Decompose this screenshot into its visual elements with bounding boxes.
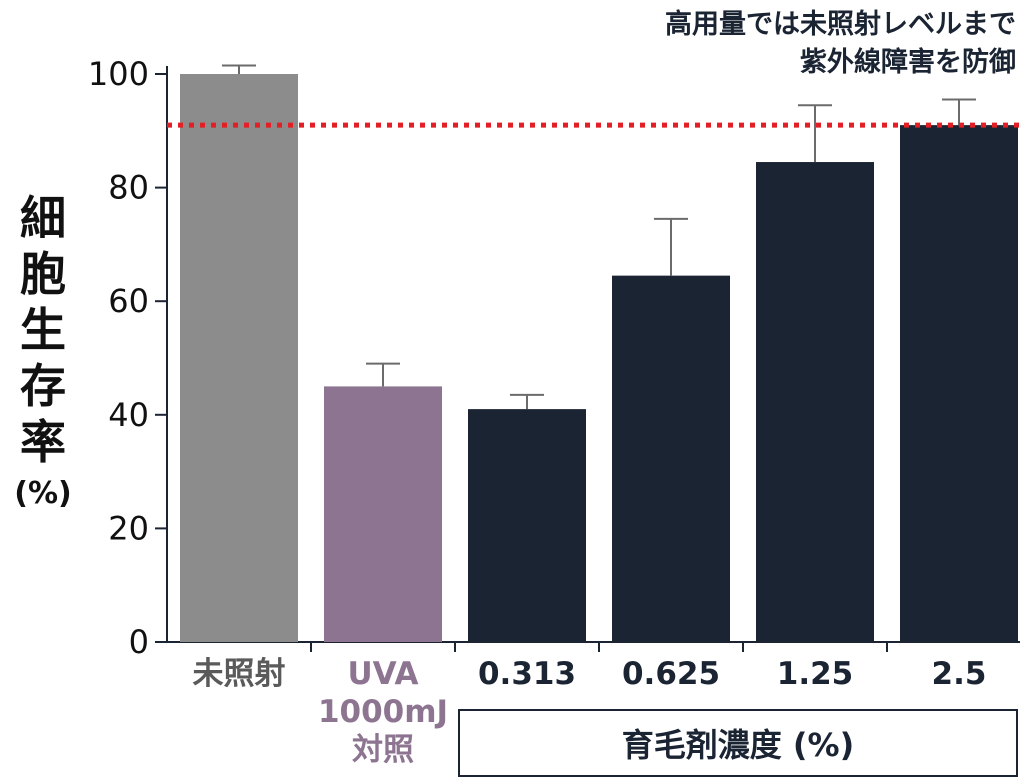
y-axis-label-char: 細 bbox=[20, 191, 66, 245]
annotation-line: 高用量では未照射レベルまで bbox=[665, 9, 1016, 40]
x-tick-label: UVA bbox=[347, 656, 418, 692]
bar bbox=[324, 386, 442, 642]
x-tick-label: 0.313 bbox=[478, 656, 576, 692]
y-axis-label-char: 存 bbox=[20, 359, 66, 413]
y-axis-label-char: 率 bbox=[20, 415, 66, 469]
y-tick-label: 60 bbox=[108, 282, 149, 320]
y-axis-unit: (%) bbox=[14, 476, 72, 511]
x-group-label-box: 育毛剤濃度 (%) bbox=[458, 709, 1018, 777]
x-tick-label: 未照射 bbox=[193, 656, 286, 692]
y-axis-label-char: 生 bbox=[20, 303, 66, 357]
y-tick-label: 40 bbox=[108, 396, 149, 434]
bar bbox=[612, 275, 730, 642]
x-tick-label: 0.625 bbox=[622, 656, 720, 692]
y-tick-label: 0 bbox=[129, 623, 149, 661]
x-tick-label: 対照 bbox=[352, 732, 414, 768]
bar bbox=[756, 162, 874, 643]
bar bbox=[180, 74, 298, 642]
x-group-label: 育毛剤濃度 (%) bbox=[621, 726, 855, 764]
y-tick-label: 20 bbox=[108, 509, 149, 547]
x-tick-label: 2.5 bbox=[932, 656, 987, 692]
annotation-line: 紫外線障害を防御 bbox=[800, 47, 1016, 78]
x-tick-label: 1.25 bbox=[777, 656, 854, 692]
y-axis-label: 細 胞 生 存 率 (%) bbox=[8, 190, 78, 511]
y-tick-label: 80 bbox=[108, 169, 149, 207]
y-tick-label: 100 bbox=[88, 55, 149, 93]
y-axis-label-char: 胞 bbox=[20, 247, 66, 301]
chart-annotation: 高用量では未照射レベルまで 紫外線障害を防御 bbox=[665, 6, 1016, 82]
x-tick-label: 1000mJ bbox=[318, 694, 448, 730]
bar bbox=[900, 125, 1018, 643]
bar bbox=[468, 409, 586, 642]
